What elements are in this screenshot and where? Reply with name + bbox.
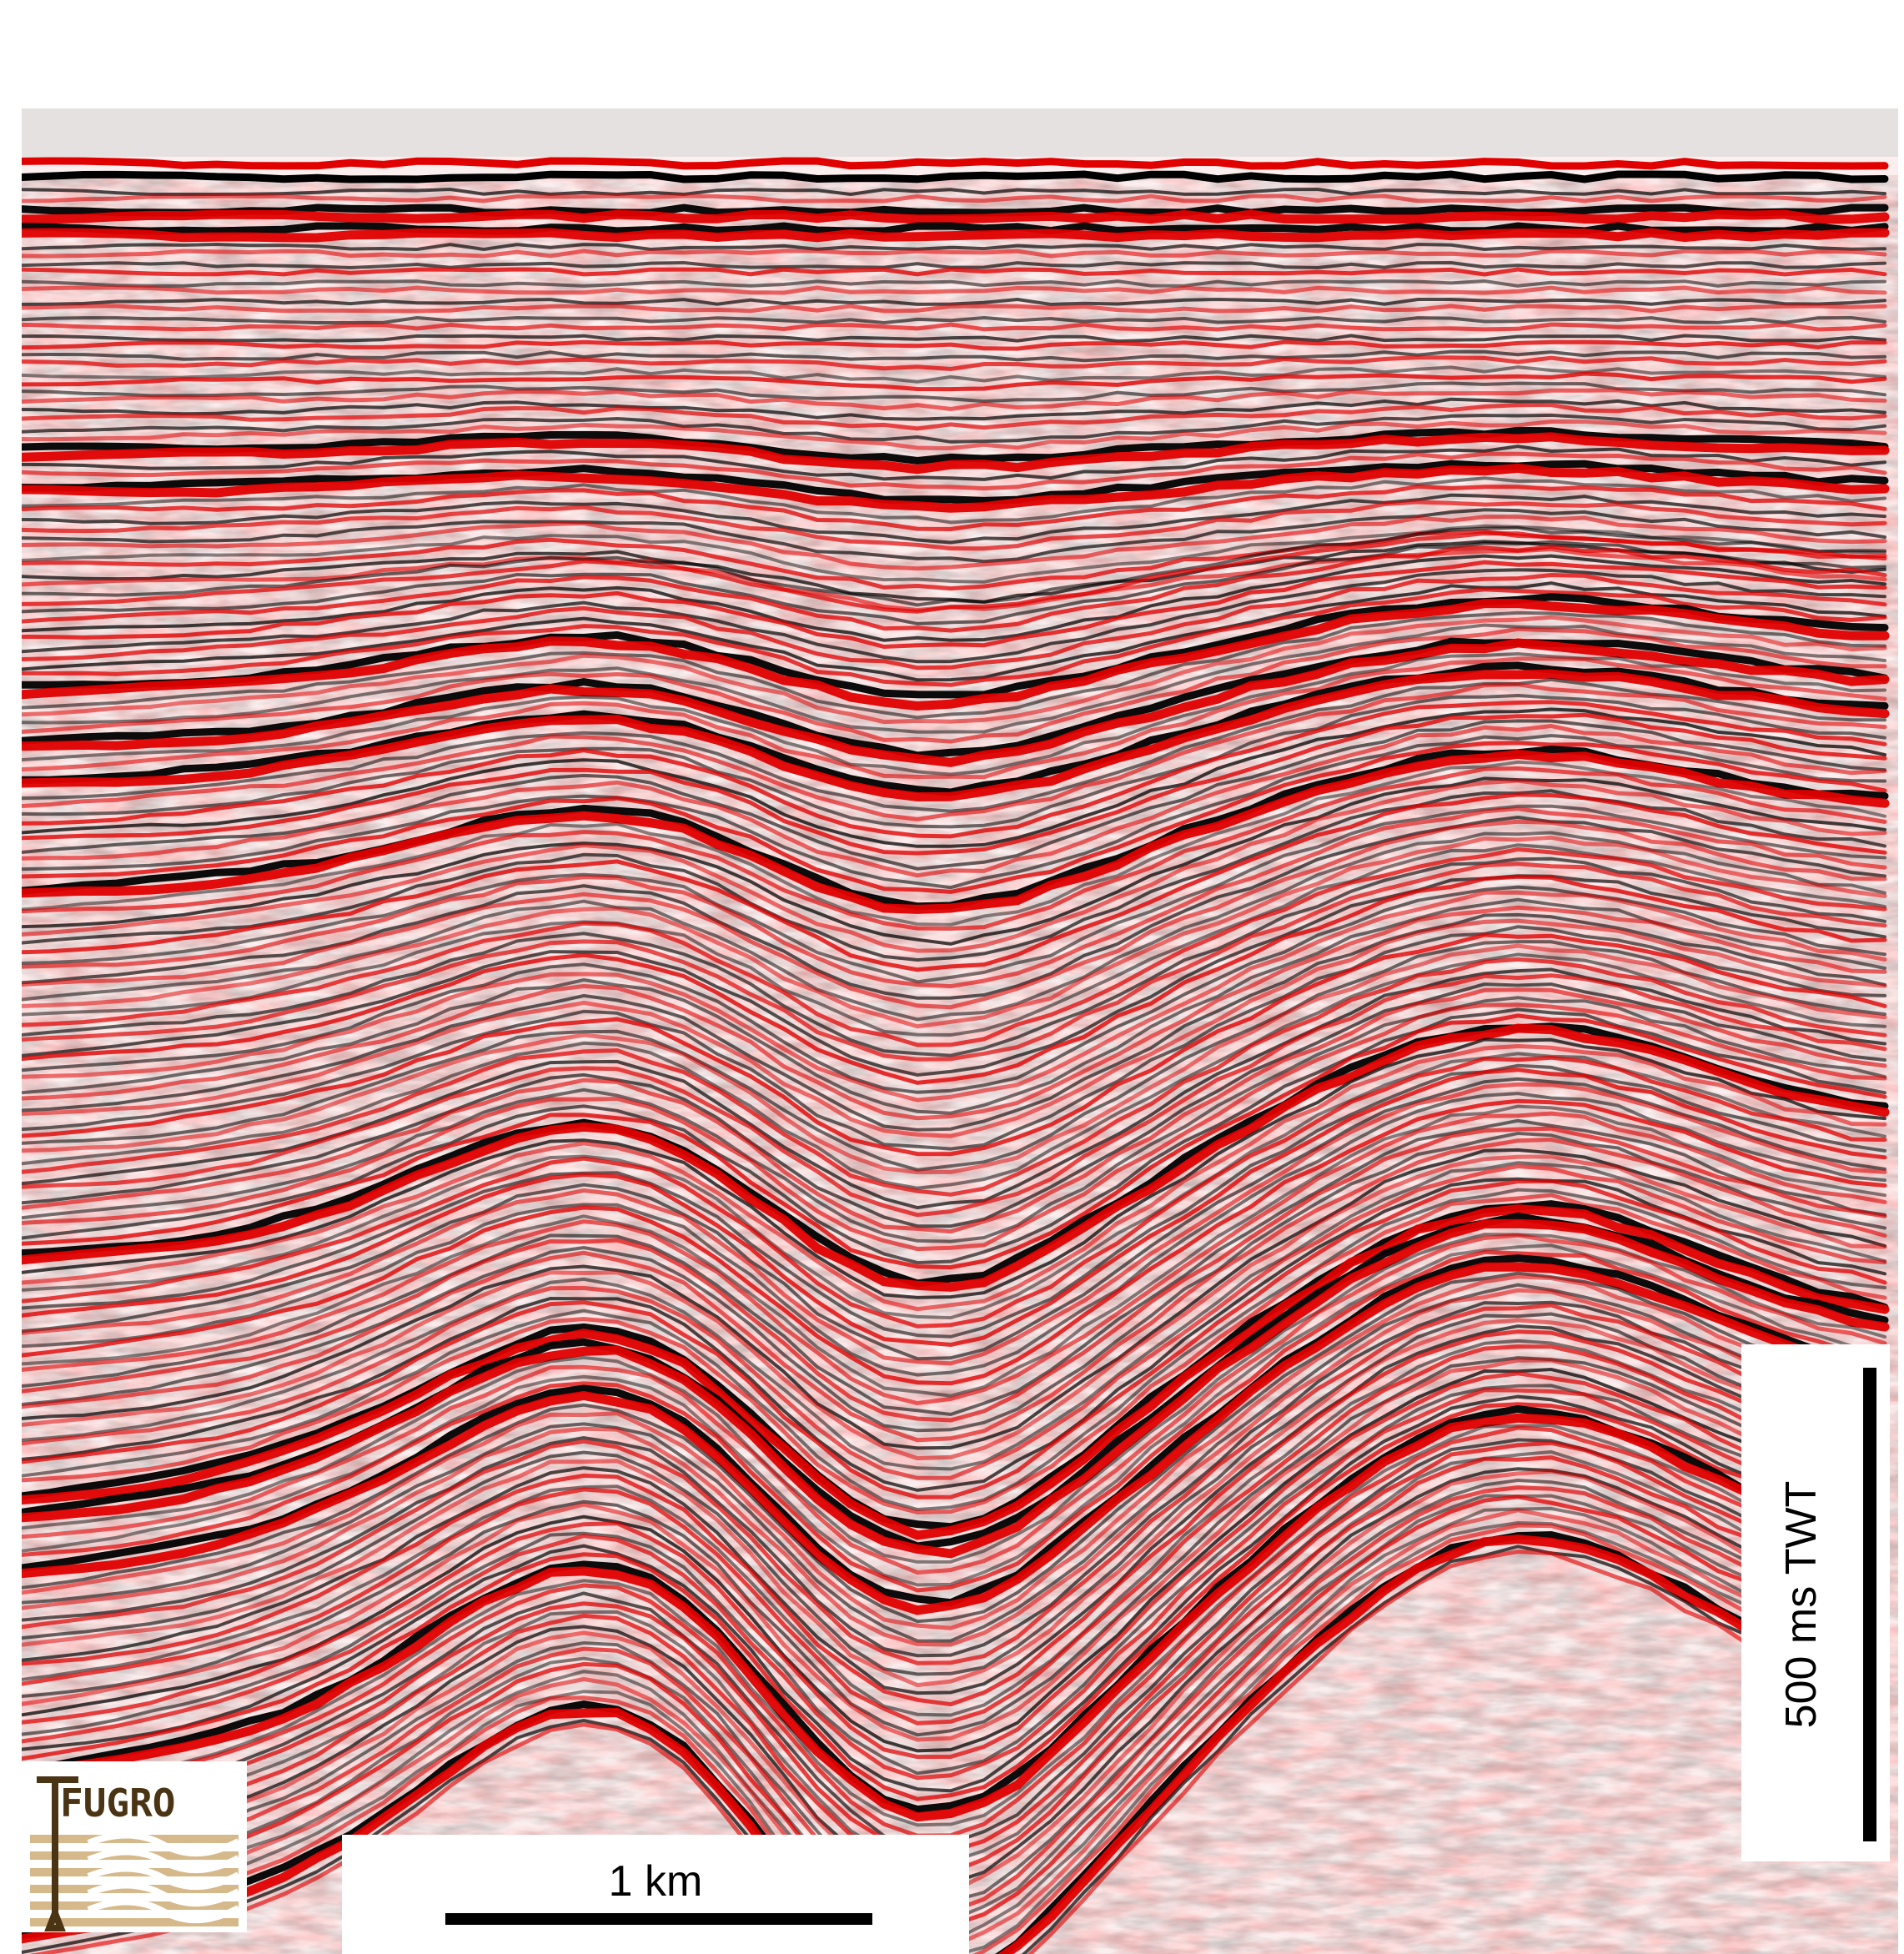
vertical-scale-bar: 500 ms TWT xyxy=(1741,1344,1890,1861)
horizontal-scale-bar: 1 km xyxy=(342,1835,969,1954)
vertical-scale-label: 500 ms TWT xyxy=(1777,1480,1826,1729)
horizontal-scale-label: 1 km xyxy=(608,1857,703,1906)
horizontal-scale-line xyxy=(445,1913,872,1925)
fugro-logo: FUGRO xyxy=(22,1761,247,1932)
logo-text: FUGRO xyxy=(60,1781,175,1826)
water-column xyxy=(22,108,1898,157)
fugro-logo-icon: FUGRO xyxy=(22,1761,247,1932)
vertical-scale-line xyxy=(1863,1368,1876,1841)
